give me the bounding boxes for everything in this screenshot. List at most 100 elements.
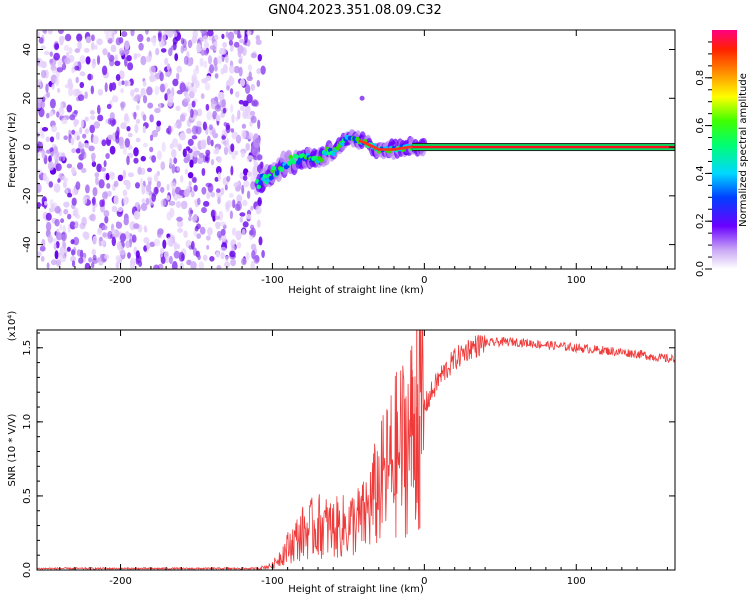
noise-blob (207, 227, 213, 236)
noise-blob (238, 99, 244, 105)
noise-blob (127, 172, 134, 178)
noise-blob (61, 234, 66, 240)
noise-blob (246, 30, 252, 36)
noise-blob (104, 254, 110, 260)
noise-blob (190, 261, 197, 269)
noise-blob (39, 141, 44, 151)
noise-blob (133, 87, 140, 93)
noise-blob (175, 105, 181, 112)
noise-blob (49, 147, 54, 153)
noise-blob (123, 217, 129, 226)
noise-blob (66, 51, 70, 58)
noise-blob (209, 255, 215, 262)
noise-blob (49, 136, 55, 143)
noise-blob (220, 187, 225, 196)
noise-blob (126, 126, 131, 132)
noise-blob (111, 205, 118, 213)
noise-blob (125, 180, 131, 190)
signal-core (331, 151, 336, 157)
noise-blob (90, 42, 95, 51)
snr-panel: -200 -100 0 100 0.0 0.5 1.0 1.5 Height of strai… (7, 311, 676, 595)
noise-blob (230, 258, 237, 267)
noise-blob (215, 147, 220, 155)
noise-blob (112, 118, 117, 126)
noise-blob (54, 218, 60, 227)
noise-blob (97, 89, 104, 96)
noise-blob (166, 183, 170, 191)
noise-blob (176, 220, 184, 228)
noise-blob (208, 124, 213, 131)
signal-peak (408, 145, 413, 149)
noise-blob (196, 233, 202, 240)
noise-blob (43, 50, 50, 56)
noise-blob (107, 134, 113, 140)
noise-blob (49, 110, 54, 117)
spectrogram-ytick-label: 0 (22, 144, 33, 150)
snr-multiplier: (x10⁴) (7, 311, 18, 342)
noise-blob (234, 150, 239, 156)
noise-blob (228, 193, 234, 198)
snr-ytick-label: 0.5 (22, 488, 33, 504)
noise-blob (149, 146, 154, 153)
noise-blob (43, 30, 47, 35)
noise-blob (71, 66, 75, 74)
noise-blob (173, 157, 178, 164)
noise-blob (82, 231, 89, 238)
noise-blob (171, 181, 177, 191)
noise-blob (176, 65, 182, 73)
spectrogram-ylabel: Frequency (Hz) (7, 112, 18, 188)
noise-blob (81, 143, 85, 150)
noise-blob (42, 172, 47, 182)
noise-blob (135, 53, 141, 58)
noise-blob (198, 152, 205, 159)
noise-blob (247, 64, 253, 71)
noise-blob (161, 141, 166, 152)
snr-ylabel: SNR (10 * V/V) (7, 413, 18, 486)
noise-blob (142, 142, 148, 148)
noise-blob (60, 218, 65, 224)
noise-blob (135, 104, 140, 111)
noise-blob (143, 225, 147, 231)
signal-core (318, 157, 324, 163)
noise-blob (53, 243, 57, 250)
noise-blob (57, 178, 61, 183)
noise-blob (239, 38, 245, 44)
noise-blob (133, 157, 139, 164)
noise-blob (244, 84, 251, 95)
noise-blob (174, 53, 179, 62)
noise-blob (210, 158, 215, 166)
signal-core (287, 161, 292, 166)
noise-blob (246, 94, 253, 104)
noise-blob (40, 61, 47, 69)
signal-halo (253, 138, 261, 149)
noise-blob (180, 175, 184, 183)
noise-blob (235, 230, 242, 241)
noise-blob (70, 255, 77, 263)
noise-blob (41, 127, 49, 132)
noise-blob (135, 250, 140, 259)
noise-blob (90, 34, 95, 42)
noise-blob (49, 51, 53, 57)
noise-blob (241, 257, 247, 266)
noise-blob (91, 262, 95, 269)
noise-blob (219, 221, 226, 227)
noise-region (37, 30, 266, 269)
noise-blob (168, 47, 173, 57)
noise-blob (75, 148, 81, 154)
noise-blob (221, 234, 227, 242)
snr-xlabel: Height of straight line (km) (288, 584, 424, 595)
noise-blob (231, 244, 236, 252)
noise-blob (80, 119, 84, 128)
noise-blob (238, 58, 243, 64)
signal-core (291, 159, 296, 165)
noise-blob (213, 57, 218, 67)
noise-blob (240, 105, 245, 112)
noise-blob (215, 251, 220, 258)
noise-blob (90, 110, 95, 115)
noise-blob (187, 138, 194, 146)
noise-blob (92, 254, 97, 261)
noise-blob (124, 80, 128, 87)
noise-blob (162, 239, 167, 249)
noise-blob (235, 91, 240, 98)
noise-blob (111, 32, 115, 42)
